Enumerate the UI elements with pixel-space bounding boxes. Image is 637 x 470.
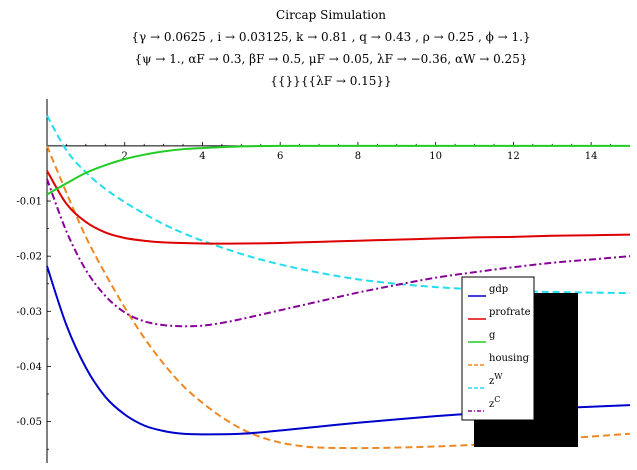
- y-ticks: -0.01 -0.02 -0.03 -0.04 -0.05: [16, 117, 51, 450]
- chart-subtitle-line-1: {γ → 0.0625 , i → 0.03125, k → 0.81 , q …: [131, 30, 530, 44]
- series-line-zw: [46, 115, 631, 295]
- y-tick-label: -0.03: [16, 307, 42, 318]
- x-tick-label: 2: [122, 151, 128, 162]
- y-tick-label: -0.01: [16, 197, 42, 208]
- chart-subtitle-line-3: {{}}{{λF → 0.15}}: [270, 74, 391, 88]
- series-line-g: [46, 144, 630, 196]
- legend-label: zC: [489, 395, 500, 410]
- chart-title: Circap Simulation: [276, 8, 386, 22]
- legend-label: gdp: [489, 284, 508, 295]
- series-line-profrate: [46, 170, 631, 245]
- legend-label: housing: [489, 353, 530, 364]
- x-tick-label: 14: [585, 151, 598, 162]
- y-tick-label: -0.05: [16, 417, 42, 428]
- legend-label: g: [489, 330, 496, 341]
- x-tick-label: 12: [507, 151, 520, 162]
- legend-label: profrate: [489, 307, 531, 318]
- x-tick-label: 4: [199, 151, 205, 162]
- x-tick-label: 6: [277, 151, 283, 162]
- series-line-zc: [46, 178, 631, 328]
- chart-subtitle-line-2: {ψ → 1., αF → 0.3, βF → 0.5, μF → 0.05, …: [135, 52, 528, 66]
- x-ticks: 2 4 6 8 10 12 14: [66, 141, 611, 162]
- x-tick-label: 10: [429, 151, 442, 162]
- y-tick-label: -0.02: [16, 252, 42, 263]
- legend-box: [461, 276, 535, 421]
- y-tick-label: -0.04: [16, 362, 42, 373]
- x-tick-label: 8: [355, 151, 361, 162]
- chart-title-block: Circap Simulation {γ → 0.0625 , i → 0.03…: [131, 8, 530, 88]
